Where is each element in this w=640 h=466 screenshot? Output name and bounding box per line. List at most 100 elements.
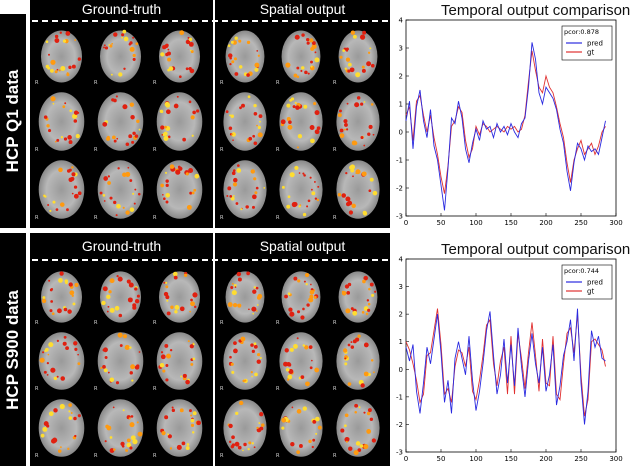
spatial-output-block-s900: Spatial output R R R R R R R R R (215, 233, 390, 466)
brain-slice: R (92, 329, 149, 398)
spatial-output-title: Spatial output (259, 238, 346, 254)
svg-text:R: R (153, 453, 157, 459)
x-tick-label: 150 (504, 219, 517, 227)
svg-text:R: R (94, 147, 98, 153)
brain-slice: R (331, 263, 385, 332)
brain-slice: R (33, 329, 90, 398)
y-tick-label: 3 (399, 45, 403, 53)
brain-slice: R (218, 157, 272, 227)
brain-slice: R (218, 396, 272, 465)
x-tick-label: 200 (539, 219, 552, 227)
svg-text:R: R (94, 215, 98, 221)
y-tick-label: -1 (396, 157, 403, 165)
spatial-output-title: Spatial output (259, 1, 346, 17)
svg-text:R: R (220, 320, 224, 326)
brain-slice: R (331, 89, 385, 159)
x-tick-label: 100 (469, 455, 482, 463)
brain-slice: R (151, 396, 208, 465)
svg-text:R: R (276, 453, 280, 459)
pcor-label: pcor:0.744 (564, 267, 599, 275)
series-line-gt (405, 50, 606, 194)
x-tick-label: 150 (504, 455, 517, 463)
svg-text:R: R (35, 453, 39, 459)
brain-slice: R (218, 263, 272, 332)
x-tick-label: 250 (574, 455, 587, 463)
svg-text:R: R (276, 80, 280, 86)
svg-text:R: R (35, 320, 39, 326)
y-tick-label: -2 (396, 421, 403, 429)
temporal-chart-q1: 0 50 100 150 200 250 300 -3 -2 -1 0 1 2 3 4 pcor:0.878 p… (396, 17, 623, 228)
brain-slice: R (33, 396, 90, 465)
brain-slice: R (92, 263, 149, 332)
brain-slice: R (274, 263, 328, 332)
dashed-separator (32, 259, 388, 261)
ground-truth-block-s900: Ground-truth R R R R R R R R R (30, 233, 213, 466)
brain-slice: R (274, 329, 328, 398)
svg-text:R: R (333, 147, 337, 153)
y-tick-label: -1 (396, 393, 403, 401)
svg-text:R: R (94, 320, 98, 326)
dashed-separator (32, 20, 388, 22)
row-label-s900: HCP S900 data (0, 233, 26, 466)
brain-slice: R (151, 89, 208, 159)
x-tick-label: 200 (539, 455, 552, 463)
y-tick-label: 1 (399, 338, 403, 346)
y-tick-label: 3 (399, 283, 403, 291)
brain-slice: R (218, 22, 272, 92)
temporal-chart-s900: 0 50 100 150 200 250 300 -3 -2 -1 0 1 2 3 4 pcor:0.744 p… (396, 256, 623, 464)
svg-text:R: R (333, 215, 337, 221)
brain-slice: R (33, 89, 90, 159)
brain-slice: R (151, 329, 208, 398)
svg-text:R: R (220, 215, 224, 221)
y-tick-label: 0 (399, 129, 403, 137)
svg-text:R: R (35, 386, 39, 392)
legend-label-pred: pred (587, 279, 603, 287)
svg-text:R: R (94, 386, 98, 392)
x-tick-label: 50 (437, 455, 446, 463)
brain-slice: R (331, 329, 385, 398)
svg-text:R: R (276, 215, 280, 221)
row-label-q1: HCP Q1 data (0, 14, 26, 228)
chart-title-q1: Temporal output comparison (441, 2, 631, 19)
svg-text:R: R (35, 147, 39, 153)
x-tick-label: 0 (404, 455, 408, 463)
x-tick-label: 0 (404, 219, 408, 227)
y-tick-label: 2 (399, 73, 403, 81)
x-tick-label: 100 (469, 219, 482, 227)
brain-slice: R (151, 263, 208, 332)
ground-truth-block-q1: Ground-truth R R R R R R R R R (30, 0, 213, 228)
svg-text:R: R (35, 80, 39, 86)
x-tick-label: 250 (574, 219, 587, 227)
x-tick-label: 300 (609, 455, 622, 463)
series-line-pred (405, 308, 606, 425)
svg-text:R: R (333, 320, 337, 326)
brain-slice: R (92, 396, 149, 465)
y-tick-label: 0 (399, 366, 403, 374)
ground-truth-title: Ground-truth (81, 238, 162, 254)
svg-text:R: R (220, 80, 224, 86)
brain-slice: R (218, 89, 272, 159)
legend-label-pred: pred (587, 40, 603, 48)
svg-text:R: R (153, 320, 157, 326)
series-line-pred (405, 42, 606, 211)
brain-slice: R (92, 89, 149, 159)
spatial-output-block-q1: Spatial output R R R R R R R R R (215, 0, 390, 228)
svg-text:R: R (276, 320, 280, 326)
brain-slice: R (331, 396, 385, 465)
brain-slice: R (274, 89, 328, 159)
brain-slice: R (218, 329, 272, 398)
brain-slice: R (33, 22, 90, 92)
y-tick-label: 1 (399, 101, 403, 109)
chart-title-s900: Temporal output comparison (441, 241, 631, 258)
svg-text:R: R (276, 147, 280, 153)
brain-slice: R (331, 157, 385, 227)
brain-slice: R (33, 157, 90, 227)
svg-text:R: R (276, 386, 280, 392)
panel-hcp-s900: HCP S900 data Ground-truth R R R R R R R R R Spa… (0, 233, 640, 466)
svg-text:R: R (220, 453, 224, 459)
legend-label-gt: gt (587, 49, 594, 57)
brain-slice: R (274, 157, 328, 227)
svg-text:R: R (220, 147, 224, 153)
y-tick-label: -3 (396, 213, 403, 221)
brain-slice: R (331, 22, 385, 92)
